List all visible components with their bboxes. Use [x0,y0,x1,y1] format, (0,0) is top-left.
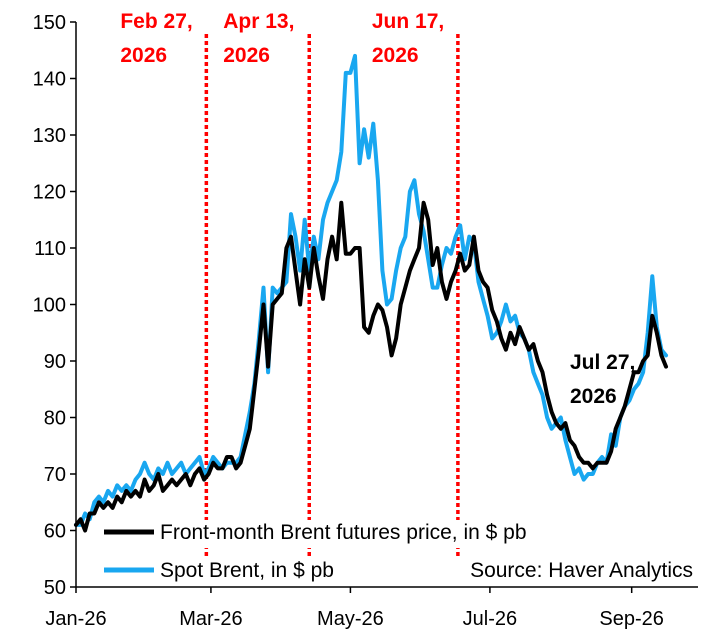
y-tick-label: 120 [33,182,66,204]
y-tick-label: 60 [44,521,66,543]
event-label: Jun 17, [372,10,444,33]
y-tick-label: 90 [44,351,66,373]
x-tick-label: Sep-26 [599,608,664,630]
y-tick-label: 80 [44,408,66,430]
annotations: Feb 27, 2026 Apr 13, 2026 Jun 17, 2026 Jul 27,… [120,10,635,408]
end-date-label: Jul 27, [570,351,635,374]
series-line-futures [74,200,668,533]
x-tick-label: Jul-26 [463,608,517,630]
source-note: Source: Haver Analytics [470,559,693,582]
legend-item-futures-label: Front-month Brent futures price, in $ pb [160,521,527,544]
y-tick-label: 130 [33,125,66,147]
event-label: 2026 [223,44,270,67]
y-tick-label: 100 [33,295,66,317]
y-axis-ticks: 50 60 70 80 90 100 110 120 130 140 150 [33,12,76,599]
x-tick-label: May-26 [317,608,384,630]
event-label: Apr 13, [223,10,294,33]
axes [75,22,698,588]
y-tick-label: 70 [44,464,66,486]
event-label: Feb 27, [120,10,192,33]
x-tick-label: Mar-26 [179,608,242,630]
y-tick-label: 50 [44,577,66,599]
legend-background [100,520,540,548]
event-label: 2026 [372,44,419,67]
event-label: 2026 [120,44,167,67]
y-tick-label: 140 [33,69,66,91]
legend-item-spot-label: Spot Brent, in $ pb [160,559,334,582]
x-axis-ticks: Jan-26 Mar-26 May-26 Jul-26 Sep-26 [45,587,664,630]
series-line-spot [74,53,668,527]
series-lines [74,53,668,533]
event-lines [204,34,460,587]
legend: Front-month Brent futures price, in $ pb… [100,520,698,586]
end-date-label: 2026 [570,385,617,408]
source-background [428,558,698,584]
x-tick-label: Jan-26 [45,608,106,630]
y-tick-label: 150 [33,12,66,34]
y-tick-label: 110 [34,238,66,260]
